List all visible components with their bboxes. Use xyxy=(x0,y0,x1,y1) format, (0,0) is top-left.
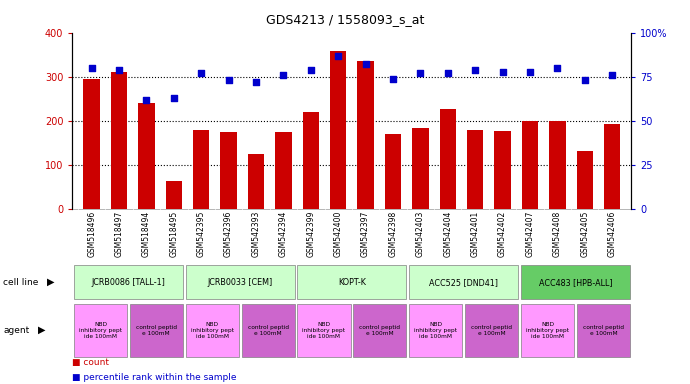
Text: control peptid
e 100mM: control peptid e 100mM xyxy=(136,325,177,336)
Text: JCRB0033 [CEM]: JCRB0033 [CEM] xyxy=(208,278,273,287)
Point xyxy=(113,67,124,73)
Text: NBD
inhibitory pept
ide 100mM: NBD inhibitory pept ide 100mM xyxy=(414,322,457,339)
Bar xyxy=(74,304,127,357)
Point xyxy=(497,68,508,74)
Text: ACC525 [DND41]: ACC525 [DND41] xyxy=(429,278,498,287)
Text: GSM542396: GSM542396 xyxy=(224,211,233,257)
Text: NBD
inhibitory pept
ide 100mM: NBD inhibitory pept ide 100mM xyxy=(526,322,569,339)
Text: GSM542402: GSM542402 xyxy=(498,211,507,257)
Bar xyxy=(220,132,237,209)
Point xyxy=(141,97,152,103)
Point xyxy=(250,79,262,85)
Point xyxy=(168,95,179,101)
Bar xyxy=(74,265,183,299)
Text: control peptid
e 100mM: control peptid e 100mM xyxy=(471,325,512,336)
Bar xyxy=(83,79,100,209)
Text: NBD
inhibitory pept
ide 100mM: NBD inhibitory pept ide 100mM xyxy=(190,322,234,339)
Text: cell line: cell line xyxy=(3,278,39,287)
Bar xyxy=(412,127,428,209)
Point xyxy=(305,67,316,73)
Text: GSM542406: GSM542406 xyxy=(608,211,617,257)
Bar xyxy=(303,112,319,209)
Text: GSM518496: GSM518496 xyxy=(87,211,96,257)
Point xyxy=(388,76,399,82)
Point xyxy=(470,67,481,73)
Text: agent: agent xyxy=(3,326,30,335)
Bar xyxy=(138,103,155,209)
Text: KOPT-K: KOPT-K xyxy=(338,278,366,287)
Bar xyxy=(494,131,511,209)
Bar xyxy=(275,132,292,209)
Bar xyxy=(193,130,210,209)
Bar xyxy=(465,304,518,357)
Text: GSM542398: GSM542398 xyxy=(388,211,397,257)
Bar xyxy=(521,265,630,299)
Bar xyxy=(409,304,462,357)
Bar xyxy=(166,180,182,209)
Text: ▶: ▶ xyxy=(47,277,55,287)
Text: control peptid
e 100mM: control peptid e 100mM xyxy=(248,325,288,336)
Point xyxy=(278,72,289,78)
Bar xyxy=(330,51,346,209)
Bar xyxy=(353,304,406,357)
Text: GSM542399: GSM542399 xyxy=(306,211,315,257)
Text: ▶: ▶ xyxy=(38,325,46,335)
Bar xyxy=(577,151,593,209)
Text: NBD
inhibitory pept
ide 100mM: NBD inhibitory pept ide 100mM xyxy=(79,322,122,339)
Text: GSM542408: GSM542408 xyxy=(553,211,562,257)
Text: JCRB0086 [TALL-1]: JCRB0086 [TALL-1] xyxy=(91,278,166,287)
Bar xyxy=(357,61,374,209)
Bar xyxy=(604,124,620,209)
Text: GSM542401: GSM542401 xyxy=(471,211,480,257)
Text: GSM518494: GSM518494 xyxy=(142,211,151,257)
Bar xyxy=(297,265,406,299)
Bar xyxy=(521,304,574,357)
Point xyxy=(442,70,453,76)
Text: ■ count: ■ count xyxy=(72,358,110,367)
Point xyxy=(607,72,618,78)
Bar xyxy=(385,134,401,209)
Bar xyxy=(467,130,484,209)
Bar xyxy=(186,304,239,357)
Bar xyxy=(440,109,456,209)
Text: NBD
inhibitory pept
ide 100mM: NBD inhibitory pept ide 100mM xyxy=(302,322,346,339)
Bar xyxy=(130,304,183,357)
Point xyxy=(196,70,207,76)
Text: control peptid
e 100mM: control peptid e 100mM xyxy=(583,325,624,336)
Point xyxy=(552,65,563,71)
Text: GSM542393: GSM542393 xyxy=(252,211,261,257)
Text: GSM542400: GSM542400 xyxy=(334,211,343,257)
Point xyxy=(223,77,234,83)
Text: GSM542405: GSM542405 xyxy=(580,211,589,257)
Bar xyxy=(577,304,630,357)
Text: GSM542395: GSM542395 xyxy=(197,211,206,257)
Bar xyxy=(111,73,127,209)
Text: GSM542407: GSM542407 xyxy=(526,211,535,257)
Point xyxy=(524,68,535,74)
Point xyxy=(333,53,344,59)
Text: GSM518497: GSM518497 xyxy=(115,211,124,257)
Text: GSM518495: GSM518495 xyxy=(169,211,178,257)
Text: GSM542394: GSM542394 xyxy=(279,211,288,257)
Bar xyxy=(186,265,295,299)
Point xyxy=(415,70,426,76)
Point xyxy=(580,77,591,83)
Point xyxy=(86,65,97,71)
Bar xyxy=(248,154,264,209)
Bar xyxy=(549,121,566,209)
Bar xyxy=(522,121,538,209)
Point xyxy=(360,61,371,68)
Bar xyxy=(297,304,351,357)
Text: GDS4213 / 1558093_s_at: GDS4213 / 1558093_s_at xyxy=(266,13,424,26)
Text: ■ percentile rank within the sample: ■ percentile rank within the sample xyxy=(72,372,237,382)
Bar xyxy=(241,304,295,357)
Text: GSM542397: GSM542397 xyxy=(361,211,370,257)
Text: GSM542404: GSM542404 xyxy=(443,211,452,257)
Text: control peptid
e 100mM: control peptid e 100mM xyxy=(359,325,400,336)
Text: ACC483 [HPB-ALL]: ACC483 [HPB-ALL] xyxy=(539,278,612,287)
Bar xyxy=(409,265,518,299)
Text: GSM542403: GSM542403 xyxy=(416,211,425,257)
